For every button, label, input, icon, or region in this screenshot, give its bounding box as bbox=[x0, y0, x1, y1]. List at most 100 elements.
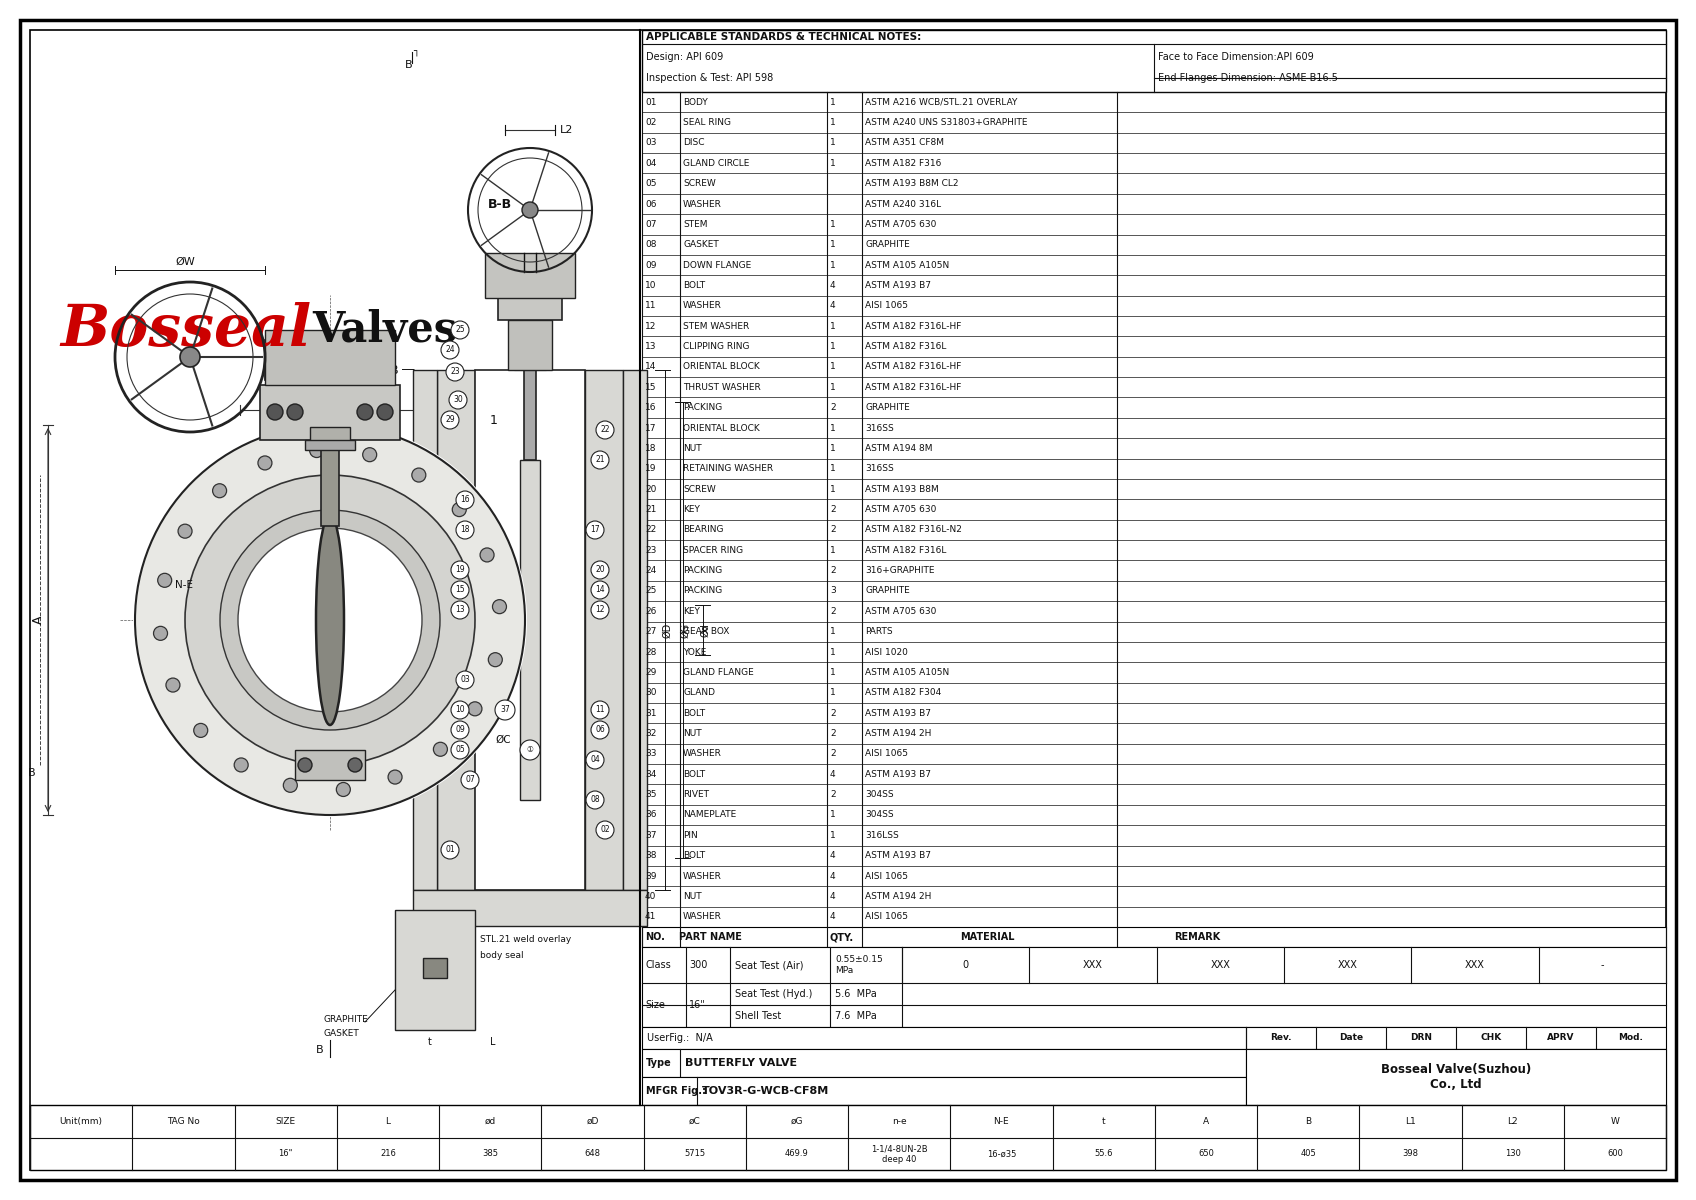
Text: 385: 385 bbox=[482, 1150, 499, 1158]
Text: WASHER: WASHER bbox=[683, 871, 722, 881]
Text: 1: 1 bbox=[829, 485, 836, 493]
Text: 18: 18 bbox=[460, 526, 470, 534]
Circle shape bbox=[136, 425, 526, 815]
Text: 06: 06 bbox=[595, 726, 605, 734]
Bar bbox=[438, 370, 475, 890]
Text: 1: 1 bbox=[829, 342, 836, 352]
Text: 1: 1 bbox=[829, 158, 836, 168]
Text: 05: 05 bbox=[455, 745, 465, 755]
Text: 15: 15 bbox=[455, 586, 465, 594]
Bar bbox=[521, 460, 539, 800]
Circle shape bbox=[336, 782, 351, 797]
Text: 24: 24 bbox=[644, 566, 656, 575]
Text: CHK: CHK bbox=[1481, 1033, 1501, 1043]
Text: BOLT: BOLT bbox=[683, 851, 706, 860]
Text: ASTM A216 WCB/STL.21 OVERLAY: ASTM A216 WCB/STL.21 OVERLAY bbox=[865, 97, 1018, 107]
Bar bbox=[310, 427, 349, 445]
Bar bbox=[622, 370, 646, 890]
Text: GASKET: GASKET bbox=[683, 240, 719, 250]
Text: 14: 14 bbox=[595, 586, 605, 594]
Circle shape bbox=[446, 362, 465, 382]
Text: 304SS: 304SS bbox=[865, 810, 894, 820]
Text: REMARK: REMARK bbox=[1174, 932, 1219, 942]
Text: PIN: PIN bbox=[683, 830, 697, 840]
Text: 03: 03 bbox=[460, 676, 470, 684]
Text: øC: øC bbox=[689, 1117, 700, 1126]
Text: 16: 16 bbox=[460, 496, 470, 504]
Text: ASTM A194 8M: ASTM A194 8M bbox=[865, 444, 933, 452]
Text: STEM: STEM bbox=[683, 220, 707, 229]
Text: STL.21 weld overlay: STL.21 weld overlay bbox=[480, 936, 572, 944]
Text: 405: 405 bbox=[1301, 1150, 1316, 1158]
Text: 2: 2 bbox=[829, 749, 836, 758]
Text: ASTM A182 F316L-HF: ASTM A182 F316L-HF bbox=[865, 322, 962, 331]
Text: XXX: XXX bbox=[1084, 960, 1102, 970]
Text: 1: 1 bbox=[829, 689, 836, 697]
Text: BUTTERFLY VALVE: BUTTERFLY VALVE bbox=[685, 1058, 797, 1068]
Text: 22: 22 bbox=[644, 526, 656, 534]
Circle shape bbox=[451, 740, 470, 758]
Text: 5.6  MPa: 5.6 MPa bbox=[834, 989, 877, 998]
Circle shape bbox=[461, 770, 478, 790]
Text: 17: 17 bbox=[590, 526, 600, 534]
Bar bbox=[643, 926, 1665, 947]
Text: 41: 41 bbox=[644, 912, 656, 922]
Text: GRAPHITE: GRAPHITE bbox=[865, 587, 909, 595]
Bar bbox=[509, 320, 551, 370]
Text: ①: ① bbox=[526, 745, 534, 755]
Text: 03: 03 bbox=[644, 138, 656, 148]
Circle shape bbox=[451, 581, 470, 599]
Text: 14: 14 bbox=[644, 362, 656, 372]
Circle shape bbox=[180, 347, 200, 367]
Text: 3: 3 bbox=[829, 587, 836, 595]
Text: ┐: ┐ bbox=[414, 47, 419, 56]
Bar bbox=[414, 890, 646, 926]
Circle shape bbox=[488, 653, 502, 667]
Circle shape bbox=[363, 448, 377, 462]
Bar bbox=[259, 385, 400, 440]
Text: SCREW: SCREW bbox=[683, 179, 716, 188]
Text: 4: 4 bbox=[829, 912, 836, 922]
Text: -: - bbox=[1601, 960, 1604, 970]
Text: Shell Test: Shell Test bbox=[734, 1010, 782, 1021]
Text: 19: 19 bbox=[644, 464, 656, 473]
Text: 20: 20 bbox=[644, 485, 656, 493]
Bar bbox=[485, 253, 575, 298]
Text: 15: 15 bbox=[644, 383, 656, 392]
Text: DISC: DISC bbox=[683, 138, 704, 148]
Circle shape bbox=[451, 701, 470, 719]
Text: 55.6: 55.6 bbox=[1094, 1150, 1113, 1158]
Text: 398: 398 bbox=[1403, 1150, 1418, 1158]
Text: DOWN FLANGE: DOWN FLANGE bbox=[683, 260, 751, 270]
Text: 5715: 5715 bbox=[683, 1150, 706, 1158]
Bar bbox=[422, 958, 448, 978]
Text: ød: ød bbox=[485, 1117, 495, 1126]
Text: NAMEPLATE: NAMEPLATE bbox=[683, 810, 736, 820]
Circle shape bbox=[456, 671, 473, 689]
Text: 33: 33 bbox=[644, 749, 656, 758]
Text: 25: 25 bbox=[455, 325, 465, 335]
Polygon shape bbox=[265, 330, 395, 385]
Text: 2: 2 bbox=[829, 730, 836, 738]
Text: L2: L2 bbox=[560, 125, 573, 134]
Text: AISI 1065: AISI 1065 bbox=[865, 749, 907, 758]
Text: N-E: N-E bbox=[994, 1117, 1009, 1126]
Text: CLIPPING RING: CLIPPING RING bbox=[683, 342, 750, 352]
Text: 17: 17 bbox=[644, 424, 656, 432]
Text: ASTM A193 B8M: ASTM A193 B8M bbox=[865, 485, 940, 493]
Text: NUT: NUT bbox=[683, 892, 702, 901]
Text: 4: 4 bbox=[829, 851, 836, 860]
Circle shape bbox=[453, 503, 466, 516]
Circle shape bbox=[449, 391, 466, 409]
Circle shape bbox=[348, 758, 361, 772]
Text: 10: 10 bbox=[644, 281, 656, 290]
Text: 28: 28 bbox=[644, 648, 656, 656]
Text: NUT: NUT bbox=[683, 444, 702, 452]
Text: 16-ø35: 16-ø35 bbox=[987, 1150, 1016, 1158]
Text: SEAL RING: SEAL RING bbox=[683, 118, 731, 127]
Text: Seat Test (Air): Seat Test (Air) bbox=[734, 960, 804, 970]
Text: XXX: XXX bbox=[1211, 960, 1230, 970]
Text: 06: 06 bbox=[644, 199, 656, 209]
Text: XXX: XXX bbox=[1465, 960, 1486, 970]
Text: ASTM A193 B7: ASTM A193 B7 bbox=[865, 769, 931, 779]
